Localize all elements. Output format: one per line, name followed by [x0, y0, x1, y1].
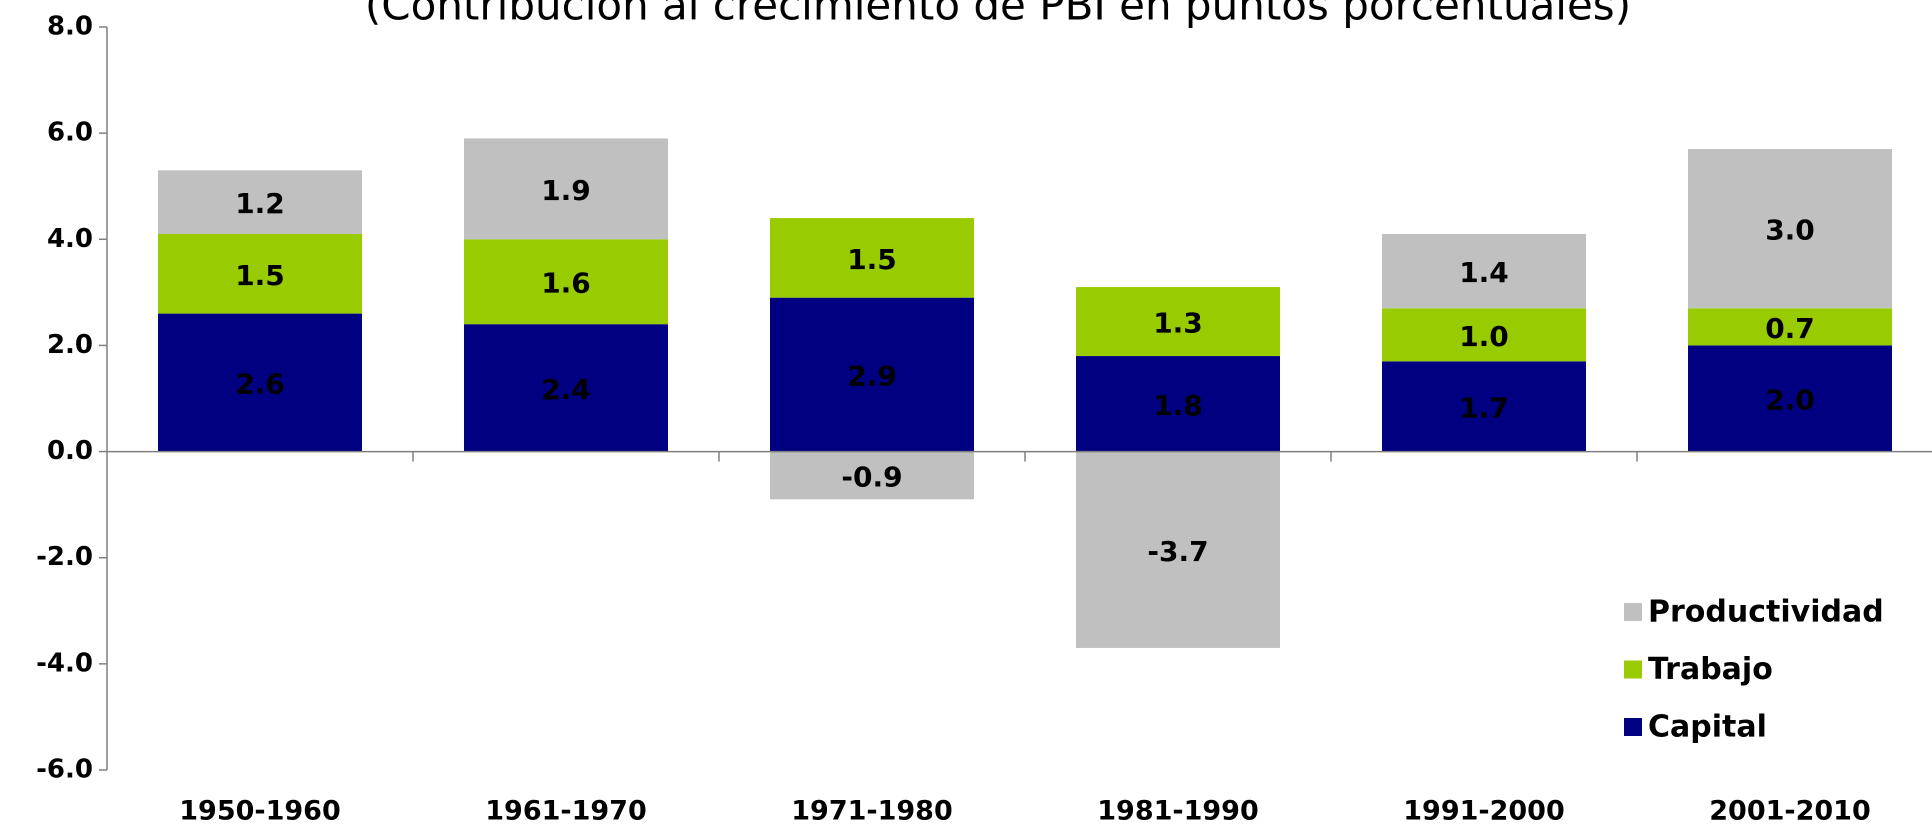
bar-segment	[1688, 308, 1892, 346]
y-tick-label: 2.0	[47, 330, 93, 360]
value-label: 1.5	[847, 243, 897, 276]
bar-segment	[464, 239, 668, 325]
value-label: 2.6	[235, 368, 285, 401]
value-label: 1.0	[1459, 320, 1509, 353]
bar-segment	[1076, 356, 1280, 452]
y-tick-label: 0.0	[47, 436, 93, 466]
x-tick-label: 1981-1990	[1097, 796, 1259, 827]
value-label: 1.8	[1153, 389, 1203, 422]
bar-segment	[158, 233, 362, 314]
bar-segment	[770, 297, 974, 452]
value-label: 1.3	[1153, 307, 1203, 340]
y-tick-label: -6.0	[36, 755, 93, 785]
bar-segment	[158, 170, 362, 234]
value-label: -0.9	[841, 460, 902, 493]
y-tick-label: 6.0	[47, 118, 93, 148]
value-label: 2.9	[847, 360, 897, 393]
y-tick-label: 4.0	[47, 224, 93, 254]
bar-segment	[1688, 345, 1892, 452]
value-label: 1.4	[1459, 256, 1509, 289]
value-label: 1.6	[541, 267, 591, 300]
x-tick-label: 2001-2010	[1709, 796, 1871, 827]
x-tick-label: 1950-1960	[179, 796, 341, 827]
bar-segment	[1382, 233, 1586, 309]
value-label: -3.7	[1147, 535, 1208, 568]
bar-segment	[770, 218, 974, 298]
y-tick-label: -2.0	[36, 542, 93, 572]
value-label: 2.0	[1765, 384, 1815, 417]
legend-label: Trabajo	[1648, 652, 1773, 687]
legend-label: Productividad	[1648, 595, 1884, 630]
legend-label: Capital	[1648, 710, 1767, 745]
value-label: 2.4	[541, 373, 591, 406]
x-tick-label: 1971-1980	[791, 796, 953, 827]
bar-segment	[1688, 149, 1892, 309]
legend-swatch	[1624, 718, 1642, 736]
x-tick-label: 1991-2000	[1403, 796, 1565, 827]
value-label: 1.7	[1459, 391, 1509, 424]
x-tick-label: 1961-1970	[485, 796, 647, 827]
value-label: 1.9	[541, 174, 591, 207]
legend-swatch	[1624, 603, 1642, 621]
value-label: 1.5	[235, 259, 285, 292]
bar-segment	[158, 313, 362, 452]
value-label: 1.2	[235, 187, 285, 220]
chart-title: (Contribución al crecimiento de PBI en p…	[365, 0, 1631, 30]
legend-swatch	[1624, 660, 1642, 679]
bar-segment	[1076, 287, 1280, 357]
value-label: 0.7	[1765, 312, 1815, 345]
bar-segment	[1382, 361, 1586, 452]
bar-segment	[464, 138, 668, 240]
bar-segment	[464, 324, 668, 452]
bar-segment	[1076, 451, 1280, 648]
y-tick-label: -4.0	[36, 648, 93, 678]
bar-segment	[770, 451, 974, 500]
y-tick-label: 8.0	[47, 12, 93, 42]
value-label: 3.0	[1765, 214, 1815, 247]
bar-segment	[1382, 308, 1586, 362]
